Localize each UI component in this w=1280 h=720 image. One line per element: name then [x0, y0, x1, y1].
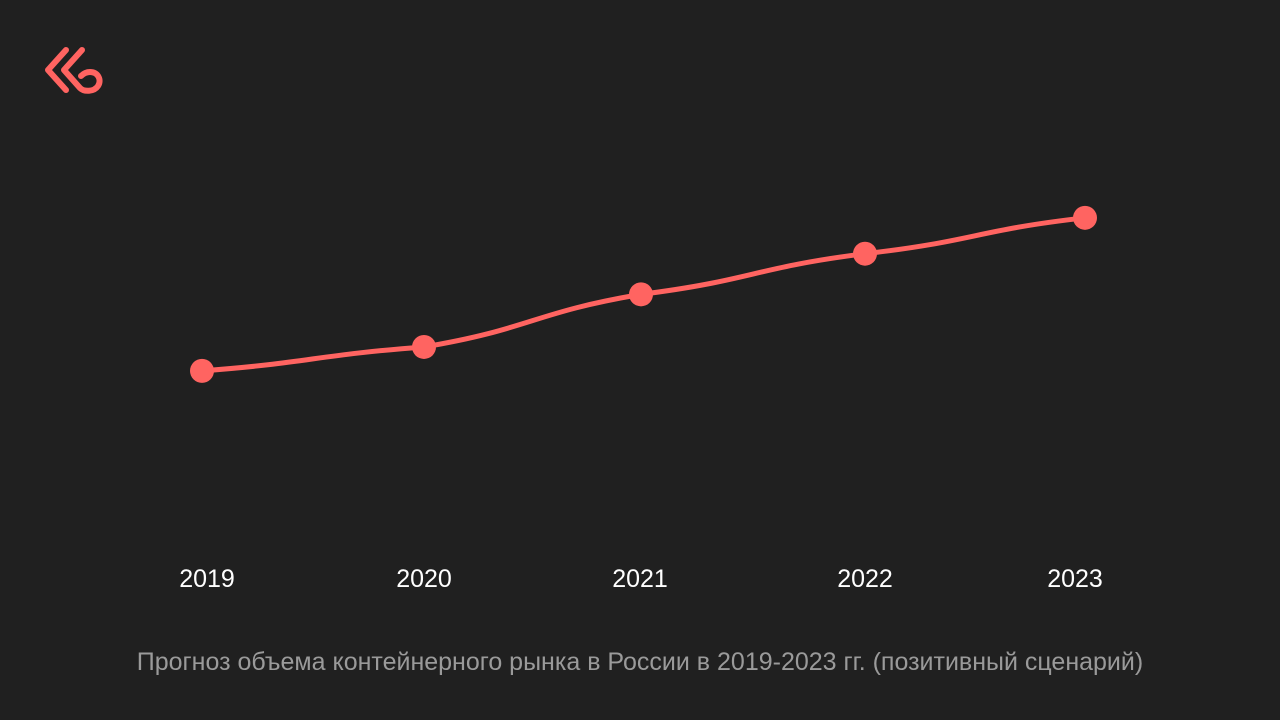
data-point-2023: [1073, 205, 1097, 230]
data-point-2022: [853, 241, 877, 266]
x-tick-labels: 2019 2020 2021 2022 2023: [179, 565, 1103, 593]
chart-caption: Прогноз объема контейнерного рынка в Рос…: [136, 648, 1144, 676]
x-tick-label-2023: 2023: [1047, 565, 1103, 593]
brand-logo-icon: [45, 47, 103, 94]
x-tick-label-2022: 2022: [837, 565, 893, 593]
data-point-2021: [629, 282, 653, 307]
x-tick-label-2019: 2019: [179, 565, 235, 593]
data-point-2020: [412, 334, 436, 359]
x-tick-label-2020: 2020: [396, 565, 452, 593]
data-point-2019: [190, 358, 214, 383]
x-tick-label-2021: 2021: [612, 565, 668, 593]
points-layer: [190, 205, 1097, 383]
